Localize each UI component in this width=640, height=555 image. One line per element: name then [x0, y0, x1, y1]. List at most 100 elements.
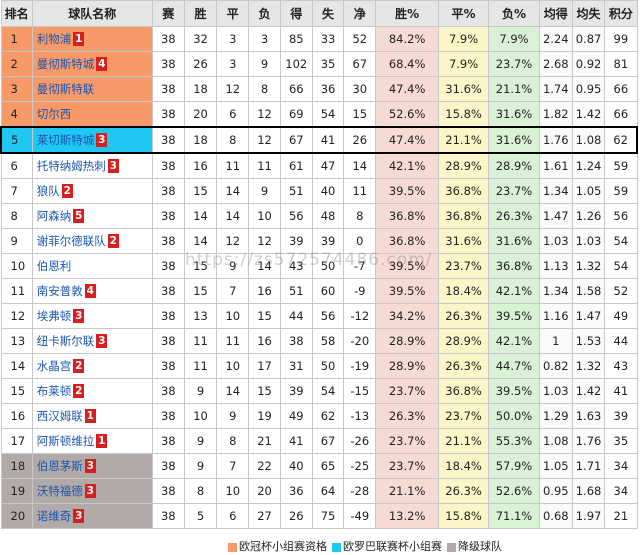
team-name-link[interactable]: 伯恩利	[36, 259, 72, 273]
team-name-link[interactable]: 切尔西	[36, 107, 72, 121]
draw-pct-cell: 21.1%	[437, 428, 490, 454]
team-name-link[interactable]: 诺维奇	[36, 509, 72, 523]
table-row[interactable]: 13 纽卡斯尔联 3 38 11 11 16 38 58 -20 28.9% 28.9% 42.1% 1 1…	[0, 328, 638, 354]
team-name-link[interactable]: 曼彻斯特联	[36, 82, 95, 96]
team-badge: 3	[84, 459, 96, 473]
lost-header[interactable]: 负	[248, 0, 281, 27]
table-row[interactable]: 5 莱切斯特城 3 38 18 8 12 67 41 26 47.4% 21.1% 31.6% 1.76 1…	[0, 126, 639, 154]
team-cell: 托特纳姆热刺 3	[31, 152, 153, 179]
lost-cell: 12	[248, 126, 281, 154]
team-name-link[interactable]: 布莱顿	[36, 384, 72, 398]
avg-for-header[interactable]: 均得	[538, 0, 573, 27]
team-name-link[interactable]: 纽卡斯尔联	[36, 334, 95, 348]
team-name-link[interactable]: 水晶宫	[36, 359, 72, 373]
legend-label: 欧罗巴联赛杯小组赛	[343, 540, 442, 553]
table-row[interactable]: 2 曼彻斯特城 4 38 26 3 9 102 35 67 68.4% 7.9% 23.7% 2.68 0.…	[0, 51, 638, 77]
drawn-cell: 11	[216, 328, 250, 354]
table-row[interactable]: 1 利物浦 1 38 32 3 3 85 33 52 84.2% 7.9% 7.9% 2.24 0.87 99	[0, 26, 638, 52]
table-row[interactable]: 12 埃弗顿 3 38 13 10 15 44 56 -12 34.2% 26.3% 39.5% 1.16…	[0, 303, 638, 329]
table-row[interactable]: 4 切尔西 38 20 6 12 69 54 15 52.6% 15.8% 31.6% 1.82 1.42…	[0, 101, 638, 128]
goals-for-header[interactable]: 得	[279, 0, 313, 27]
team-name-link[interactable]: 沃特福德	[36, 484, 83, 498]
table-row[interactable]: 15 布莱顿 2 38 9 14 15 39 54 -15 23.7% 36.8% 39.5% 1.03 1…	[0, 378, 638, 404]
goal-diff-cell: -20	[343, 328, 377, 354]
rank-header[interactable]: 排名	[0, 0, 33, 27]
win-pct-header[interactable]: 胜%	[375, 0, 439, 27]
avg-against-cell: 1.05	[571, 178, 606, 204]
table-row[interactable]: 3 曼彻斯特联 38 18 12 8 66 36 30 47.4% 31.6% 21.1% 1.74 0.…	[0, 76, 638, 102]
team-name-link[interactable]: 托特纳姆热刺	[36, 159, 106, 173]
table-row[interactable]: 16 西汉姆联 1 38 10 9 19 49 62 -13 26.3% 23.7% 50.0% 1.29…	[0, 403, 638, 429]
draw-pct-cell: 26.3%	[437, 303, 490, 329]
draw-pct-header[interactable]: 平%	[437, 0, 490, 27]
goal-diff-header[interactable]: 净	[343, 0, 377, 27]
team-header[interactable]: 球队名称	[31, 0, 153, 27]
team-name-link[interactable]: 狼队	[36, 184, 60, 198]
avg-against-header[interactable]: 均失	[571, 0, 606, 27]
goals-against-cell: 75	[311, 503, 345, 529]
draw-pct-cell: 23.7%	[437, 253, 490, 279]
loss-pct-cell: 52.6%	[488, 478, 540, 504]
avg-for-cell: 1.29	[538, 403, 573, 429]
loss-pct-cell: 7.9%	[488, 26, 540, 52]
legend-item: 降级球队	[447, 538, 502, 554]
table-row[interactable]: 10 伯恩利 38 15 9 14 43 50 -7 39.5% 23.7% 36.8% 1.13 1.3…	[0, 253, 638, 279]
won-cell: 5	[183, 503, 218, 529]
table-row[interactable]: 17 阿斯顿维拉 1 38 9 8 21 41 67 -26 23.7% 21.1% 55.3% 1.08…	[0, 428, 638, 454]
table-row[interactable]: 19 沃特福德 3 38 8 10 20 36 64 -28 21.1% 26.3% 52.6% 0.95…	[0, 478, 638, 504]
goals-for-cell: 31	[279, 353, 313, 379]
team-badge: 2	[61, 184, 73, 198]
draw-pct-cell: 15.8%	[437, 101, 490, 128]
draw-pct-cell: 36.8%	[437, 378, 490, 404]
won-cell: 15	[183, 253, 218, 279]
team-name-link[interactable]: 利物浦	[36, 32, 72, 46]
table-row[interactable]: 6 托特纳姆热刺 3 38 16 11 11 61 47 14 42.1% 28.9% 28.9% 1.6…	[0, 152, 638, 179]
won-cell: 20	[183, 101, 218, 128]
won-cell: 14	[183, 203, 218, 229]
avg-for-cell: 2.68	[538, 51, 573, 77]
team-name-link[interactable]: 埃弗顿	[36, 309, 72, 323]
loss-pct-header[interactable]: 负%	[488, 0, 540, 27]
table-row[interactable]: 14 水晶宫 2 38 11 10 17 31 50 -19 28.9% 26.3% 44.7% 0.82…	[0, 353, 638, 379]
team-name-link[interactable]: 曼彻斯特城	[36, 57, 95, 71]
avg-for-cell: 1.74	[538, 76, 573, 102]
goals-against-cell: 56	[311, 303, 345, 329]
drawn-header[interactable]: 平	[216, 0, 250, 27]
team-badge: 3	[107, 159, 119, 173]
points-cell: 43	[604, 353, 638, 379]
goals-for-cell: 85	[279, 26, 313, 52]
points-cell: 62	[604, 126, 639, 154]
played-cell: 38	[151, 51, 185, 77]
team-name-link[interactable]: 伯恩茅斯	[36, 459, 83, 473]
lost-cell: 16	[248, 278, 281, 304]
team-name-link[interactable]: 阿斯顿维拉	[36, 434, 95, 448]
table-row[interactable]: 11 南安普敦 4 38 15 7 16 51 60 -9 39.5% 18.4% 42.1% 1.34 1…	[0, 278, 638, 304]
goals-for-cell: 66	[279, 76, 313, 102]
points-header[interactable]: 积分	[604, 0, 638, 27]
goal-diff-cell: -25	[343, 453, 377, 479]
goals-against-header[interactable]: 失	[311, 0, 345, 27]
win-pct-cell: 47.4%	[375, 126, 439, 154]
table-row[interactable]: 18 伯恩茅斯 3 38 9 7 22 40 65 -25 23.7% 18.4% 57.9% 1.05 1…	[0, 453, 638, 479]
legend-swatch	[332, 542, 341, 552]
table-row[interactable]: 8 阿森纳 5 38 14 14 10 56 48 8 36.8% 36.8% 26.3% 1.47 1.2…	[0, 203, 638, 229]
team-name-link[interactable]: 阿森纳	[36, 209, 72, 223]
team-name-link[interactable]: 南安普敦	[36, 284, 83, 298]
team-cell: 伯恩茅斯 3	[31, 453, 153, 479]
won-cell: 9	[183, 453, 218, 479]
avg-against-cell: 1.76	[571, 428, 606, 454]
table-row[interactable]: 20 诺维奇 3 38 5 6 27 26 75 -49 13.2% 15.8% 71.1% 0.68 1.…	[0, 503, 638, 529]
team-name-link[interactable]: 莱切斯特城	[36, 133, 95, 147]
avg-for-cell: 1.82	[538, 101, 573, 128]
table-row[interactable]: 9 谢菲尔德联队 2 38 14 12 12 39 39 0 36.8% 31.6% 31.6% 1.03…	[0, 228, 638, 254]
played-header[interactable]: 赛	[151, 0, 185, 27]
goal-diff-cell: 67	[343, 51, 377, 77]
avg-against-cell: 1.03	[571, 228, 606, 254]
won-header[interactable]: 胜	[183, 0, 218, 27]
table-row[interactable]: 7 狼队 2 38 15 14 9 51 40 11 39.5% 36.8% 23.7% 1.34 1.05…	[0, 178, 638, 204]
avg-against-cell: 1.63	[571, 403, 606, 429]
points-cell: 54	[604, 253, 638, 279]
team-name-link[interactable]: 谢菲尔德联队	[36, 234, 106, 248]
team-name-link[interactable]: 西汉姆联	[36, 409, 83, 423]
